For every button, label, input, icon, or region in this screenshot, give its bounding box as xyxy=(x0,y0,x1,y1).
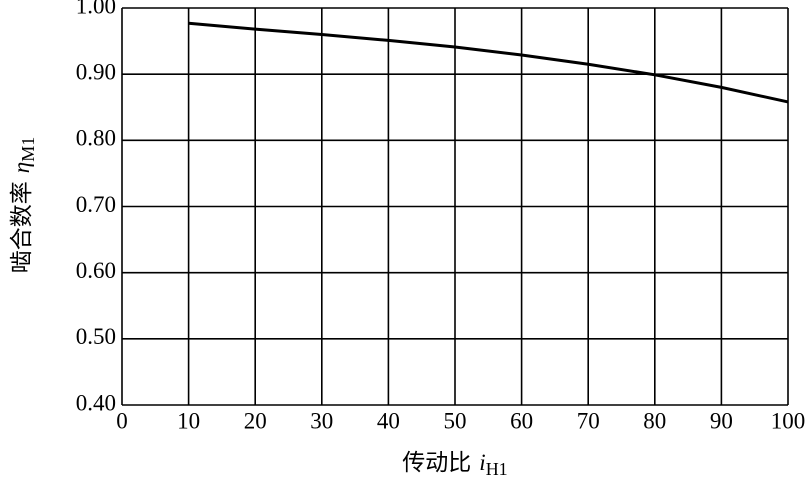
y-tick-label: 0.90 xyxy=(76,59,116,84)
x-symbol: i xyxy=(479,450,485,475)
x-tick-label: 20 xyxy=(244,408,267,433)
x-tick-label: 50 xyxy=(444,408,467,433)
y-label-text: 啮合数率 xyxy=(9,181,34,273)
y-symbol: η xyxy=(9,162,34,173)
x-label-text: 传动比 xyxy=(402,450,471,475)
x-axis-label: 传动比 iH1 xyxy=(402,450,507,479)
x-tick-label: 60 xyxy=(510,408,533,433)
y-symbol-sub: M1 xyxy=(18,137,38,162)
y-tick-label: 0.70 xyxy=(76,192,116,217)
y-tick-label: 0.40 xyxy=(76,390,116,415)
x-tick-label: 10 xyxy=(177,408,200,433)
x-tick-label: 70 xyxy=(577,408,600,433)
x-tick-label: 90 xyxy=(710,408,733,433)
x-tick-label: 100 xyxy=(771,408,806,433)
y-tick-label: 0.50 xyxy=(76,324,116,349)
y-tick-label: 1.00 xyxy=(76,0,116,18)
y-tick-label: 0.60 xyxy=(76,258,116,283)
data-line xyxy=(188,21,789,104)
x-symbol-sub: H1 xyxy=(486,459,508,479)
y-axis-label: 啮合数率 ηM1 xyxy=(9,137,38,273)
x-tick-label: 30 xyxy=(310,408,333,433)
x-tick-label: 80 xyxy=(643,408,666,433)
x-tick-label: 40 xyxy=(377,408,400,433)
y-tick-label: 0.80 xyxy=(76,126,116,151)
x-tick-label: 0 xyxy=(116,408,128,433)
